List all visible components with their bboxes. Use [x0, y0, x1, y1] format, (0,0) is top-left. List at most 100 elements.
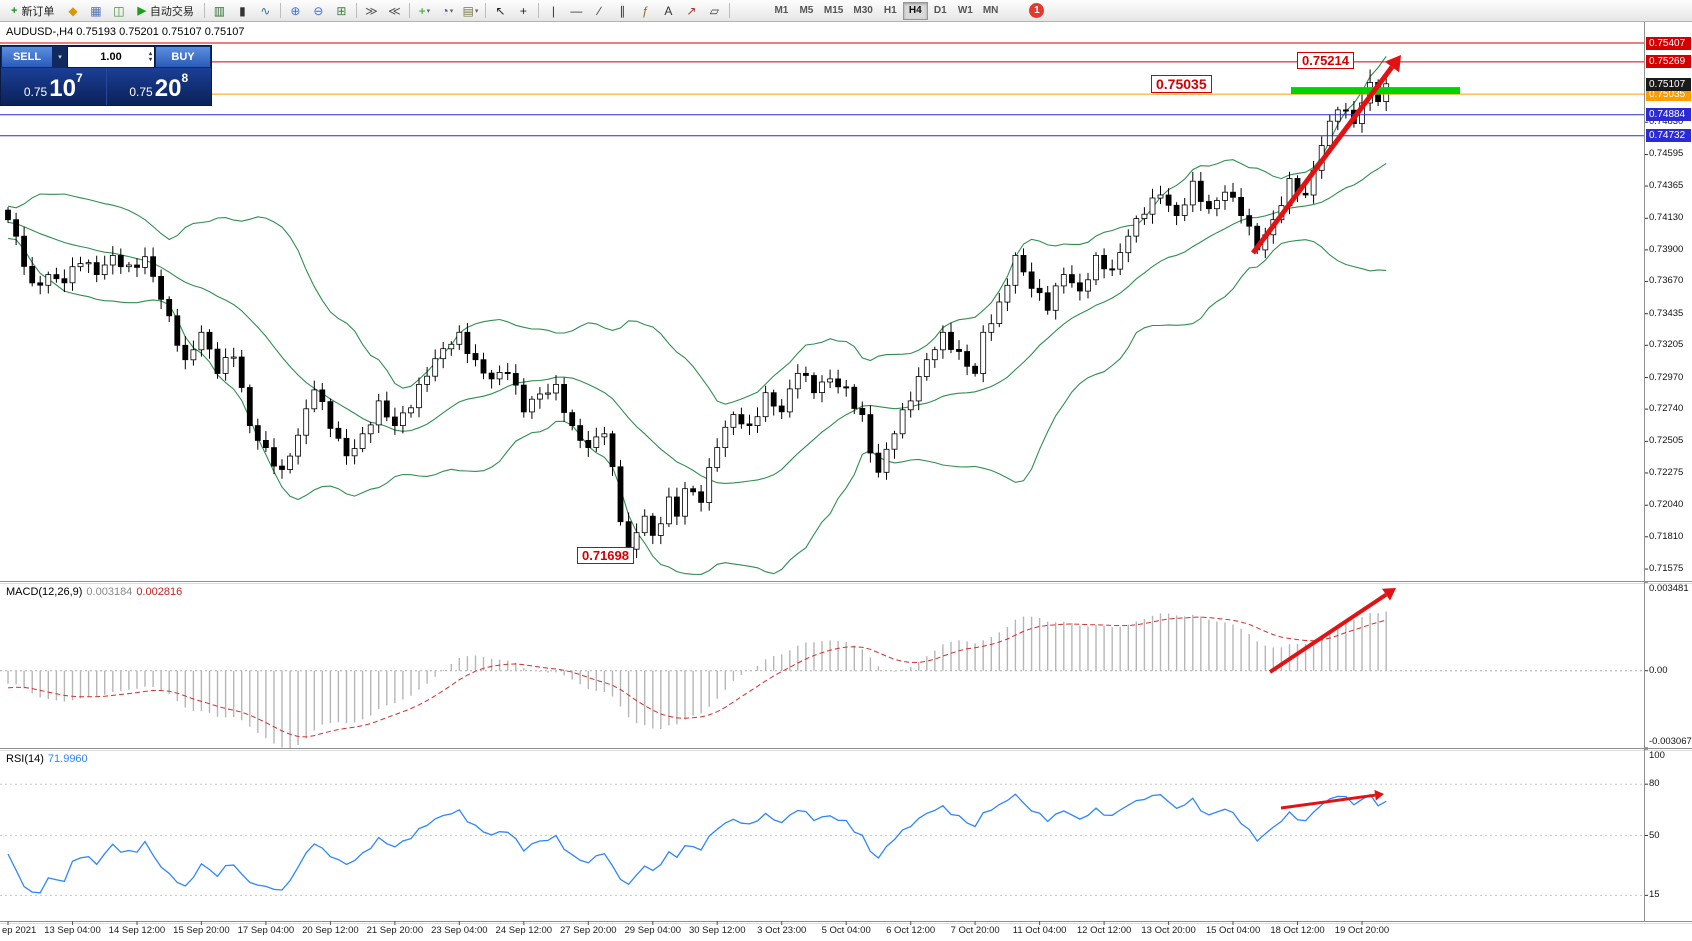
time-label: 15 Oct 04:00 — [1205, 925, 1261, 936]
timeframe-m1[interactable]: M1 — [774, 5, 789, 16]
price-axis: 0.74830 0.74595 0.74365 0.74130 0.73900 0.736… — [1645, 0, 1692, 941]
timeframe-w1[interactable]: W1 — [957, 5, 973, 16]
macd-trend-arrow[interactable] — [1268, 593, 1388, 674]
rsi-trend-arrow[interactable] — [1280, 793, 1376, 810]
notification-badge[interactable]: 1 — [1029, 3, 1045, 18]
lot-value: 1.00 — [100, 51, 122, 63]
axis-label: 0.72505 — [1649, 435, 1684, 447]
timeframe-group: M1 M5 M15 M30 H1 H4 D1 W1 MN — [769, 1, 1003, 20]
level-flag[interactable]: 0.75035 — [1151, 75, 1212, 93]
channel-icon[interactable]: ∥ — [619, 3, 626, 18]
time-label: 23 Sep 04:00 — [431, 925, 488, 936]
swing-high-flag[interactable]: 0.75214 — [1297, 52, 1354, 69]
timeframe-h4[interactable]: H4 — [902, 1, 928, 20]
buy-price-sup: 8 — [181, 71, 189, 85]
trade-panel-controls: SELL ▾ 1.00 ▴ ▾ BUY — [1, 46, 211, 68]
lot-decrease-button[interactable]: ▾ — [148, 57, 152, 63]
auto-scroll-icon[interactable]: ≫ — [365, 3, 378, 18]
bar-chart-icon[interactable]: ▥ — [213, 3, 226, 18]
fibonacci-icon[interactable]: ƒ — [642, 3, 649, 18]
timeframe-m5[interactable]: M5 — [799, 5, 814, 16]
time-label: 15 Sep 20:00 — [173, 925, 230, 936]
axis-label: -0.003067 — [1649, 736, 1692, 747]
axis-label: 0.73435 — [1649, 307, 1684, 319]
rsi-indicator-label: RSI(14) 71.9960 — [6, 753, 88, 765]
swing-low-flag[interactable]: 0.71698 — [577, 547, 634, 564]
toolbar-separator — [728, 3, 730, 18]
timeframe-mn[interactable]: MN — [982, 5, 999, 16]
axis-label: 0.003481 — [1649, 583, 1689, 594]
time-label: 18 Oct 12:00 — [1270, 925, 1325, 936]
indicators-icon[interactable]: + ▾ — [418, 3, 431, 18]
vertical-line-icon[interactable]: | — [551, 3, 555, 18]
text-icon[interactable]: A — [664, 3, 673, 18]
time-label: 30 Sep 12:00 — [688, 925, 746, 936]
tile-windows-icon[interactable]: ⊞ — [336, 3, 347, 18]
buy-button[interactable]: BUY — [155, 46, 211, 68]
price-badge: 0.75407 — [1646, 36, 1691, 50]
axis-label: 0.74595 — [1649, 148, 1684, 160]
lot-size-input[interactable]: 1.00 ▴ ▾ — [67, 46, 155, 68]
price-trend-arrow[interactable] — [1250, 65, 1395, 255]
price-trend-arrow-head — [1384, 55, 1401, 73]
toolbar-separator — [484, 3, 486, 18]
marketwatch-icon[interactable]: ◆ — [68, 3, 78, 18]
macd-trend-arrow-head — [1382, 588, 1396, 601]
toolbar: + 新订单 ◆ ▦ ◫ ▶ 自动交易 ▥ ▮ ∿ ⊕ ⊖ ⊞ ≫ ≪ + ▾ ◔ ▾ ▤ ▾ ↖ + | — ∕ ∥ ƒ A ↗ ▱ M1 M5… — [0, 0, 1692, 22]
horizontal-line-icon[interactable]: — — [570, 3, 583, 18]
timeframe-h1[interactable]: H1 — [883, 5, 897, 16]
axis-label: 0.71575 — [1649, 563, 1684, 575]
time-label: 21 Sep 20:00 — [366, 925, 424, 936]
chevron-down-icon[interactable]: ▾ — [53, 46, 67, 68]
trendline-icon[interactable]: ∕ — [598, 3, 601, 18]
chart-shift-icon[interactable]: ≪ — [388, 3, 401, 18]
axis-label: 0.74830 — [1649, 116, 1684, 128]
zoom-in-icon[interactable]: ⊕ — [290, 3, 301, 18]
sell-button[interactable]: SELL — [1, 46, 53, 68]
axis-label: 0.73900 — [1649, 243, 1684, 255]
timeframe-m30[interactable]: M30 — [853, 5, 873, 16]
rsi-layer — [0, 783, 1644, 896]
buy-price-display[interactable]: 0.75 20 8 — [107, 68, 212, 105]
lot-increase-button[interactable]: ▴ — [148, 51, 152, 57]
trade-panel-prices: 0.75 10 7 0.75 20 8 — [1, 68, 211, 105]
sell-price-base: 0.75 — [23, 85, 48, 99]
timeframe-d1[interactable]: D1 — [933, 5, 947, 16]
axis-label: 0.71810 — [1649, 530, 1684, 542]
rsi-name: RSI(14) — [6, 753, 44, 765]
rsi-value: 71.9960 — [47, 753, 88, 765]
time-label: 13 Oct 20:00 — [1141, 925, 1196, 936]
time-label: 12 Oct 12:00 — [1076, 925, 1132, 936]
chevron-down-icon: ▾ — [474, 7, 479, 15]
sell-price-display[interactable]: 0.75 10 7 — [1, 68, 106, 105]
chevron-down-icon: ▾ — [449, 7, 454, 15]
toolbar-separator — [279, 3, 281, 18]
price-badge: 0.75269 — [1646, 55, 1691, 69]
line-chart-icon[interactable]: ∿ — [260, 3, 271, 18]
new-order-button[interactable]: + 新订单 — [4, 2, 61, 20]
macd-name: MACD(12,26,9) — [6, 586, 83, 598]
autotrading-button[interactable]: ▶ 自动交易 — [130, 2, 200, 20]
cursor-icon[interactable]: ↖ — [495, 3, 506, 18]
time-label: 7 Oct 20:00 — [950, 925, 1000, 936]
axis-label: 0.74365 — [1649, 180, 1684, 192]
price-badge: 0.75035 — [1646, 87, 1691, 101]
arrows-icon[interactable]: ↗ — [686, 3, 697, 18]
periods-icon[interactable]: ◔ ▾ — [441, 3, 454, 18]
price-badge: 0.74884 — [1646, 108, 1691, 122]
timeframe-m15[interactable]: M15 — [823, 5, 844, 16]
templates-icon[interactable]: ▤ ▾ — [462, 3, 479, 18]
profiles-icon[interactable]: ▦ — [90, 3, 102, 18]
time-label: ep 2021 — [2, 925, 37, 936]
shapes-icon[interactable]: ▱ — [709, 3, 720, 18]
crosshair-icon[interactable]: + — [519, 3, 527, 18]
candlestick-chart-icon[interactable]: ▮ — [239, 3, 246, 18]
navigator-icon[interactable]: ◫ — [113, 3, 125, 18]
buy-price-big: 20 — [154, 75, 182, 102]
zoom-out-icon[interactable]: ⊖ — [313, 3, 324, 18]
candles-layer — [5, 69, 1390, 559]
lot-spinner[interactable]: ▴ ▾ — [149, 47, 152, 67]
bollinger-bands-layer — [7, 55, 1387, 575]
